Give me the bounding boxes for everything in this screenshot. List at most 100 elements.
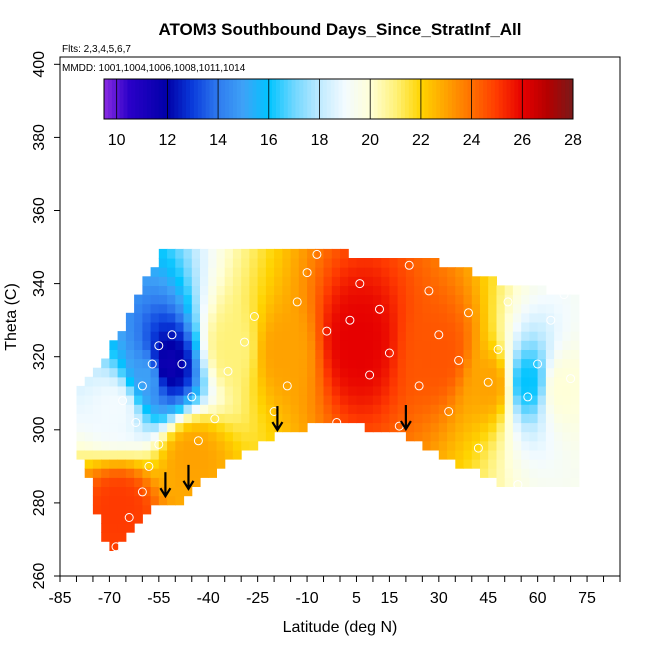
heatmap-cell: [125, 486, 135, 497]
heatmap-cell: [76, 431, 86, 442]
observation-point: [404, 260, 414, 270]
observation-point: [464, 308, 473, 318]
heatmap-cell: [397, 376, 407, 387]
heatmap-cell: [504, 285, 514, 296]
heatmap-cell: [142, 276, 152, 286]
heatmap-cell: [101, 495, 110, 506]
colorbar-segment: [361, 79, 367, 119]
heatmap-cell: [224, 340, 234, 350]
heatmap-cell: [405, 331, 415, 341]
heatmap-cell: [158, 385, 168, 396]
heatmap-cell: [512, 294, 522, 305]
heatmap-cell: [282, 349, 292, 360]
colorbar-segment: [518, 79, 523, 119]
heatmap-cell: [125, 440, 135, 451]
heatmap-cell: [142, 294, 152, 305]
heatmap-cell: [480, 294, 489, 305]
heatmap-cell: [92, 468, 102, 478]
flights-note: Flts: 2,3,4,5,6,7: [62, 44, 131, 55]
heatmap-cell: [340, 367, 349, 378]
heatmap-cell: [554, 431, 563, 442]
heatmap-cell: [381, 340, 390, 350]
heatmap-cell: [463, 395, 473, 405]
heatmap-cell: [496, 376, 506, 387]
heatmap-cell: [125, 340, 135, 350]
colorbar-segment: [350, 79, 355, 119]
heatmap-cell: [315, 276, 325, 286]
heatmap-cell: [529, 440, 539, 451]
heatmap-cell: [570, 468, 580, 478]
heatmap-cell: [512, 385, 522, 396]
heatmap-cell: [414, 413, 423, 424]
heatmap-cell: [109, 449, 119, 460]
heatmap-cell: [298, 331, 308, 341]
heatmap-cell: [545, 358, 555, 369]
heatmap-cell: [92, 459, 102, 469]
heatmap-cell: [340, 294, 349, 305]
heatmap-cell: [438, 395, 448, 405]
heatmap-cell: [158, 358, 168, 369]
heatmap-cell: [101, 385, 110, 396]
heatmap-cell: [521, 440, 530, 451]
heatmap-cell: [290, 276, 300, 286]
heatmap-cell: [183, 276, 193, 286]
heatmap-cell: [480, 431, 489, 442]
heatmap-cell: [480, 468, 489, 478]
heatmap-cell: [364, 376, 374, 387]
heatmap-cell: [142, 285, 152, 296]
heatmap-cell: [200, 349, 209, 360]
heatmap-cell: [224, 285, 234, 296]
colorbar-segment: [178, 79, 183, 119]
heatmap-cell: [265, 431, 275, 442]
heatmap-cell: [430, 322, 440, 332]
heatmap-cell: [463, 367, 473, 378]
heatmap-cell: [496, 404, 506, 414]
heatmap-cell: [183, 248, 193, 259]
heatmap-cell: [216, 413, 226, 424]
heatmap-cell: [134, 468, 143, 478]
heatmap-cell: [496, 340, 506, 350]
heatmap-cell: [438, 322, 448, 332]
heatmap-cell: [422, 312, 432, 323]
heatmap-cell: [232, 312, 242, 323]
heatmap-cell: [537, 303, 547, 314]
heatmap-cell: [298, 276, 308, 286]
heatmap-cell: [529, 376, 539, 387]
heatmap-cell: [331, 349, 341, 360]
colorbar-segment: [530, 79, 535, 119]
heatmap-cell: [282, 358, 292, 369]
heatmap-cell: [307, 358, 316, 369]
heatmap-cell: [521, 285, 530, 296]
heatmap-cell: [372, 285, 382, 296]
heatmap-cell: [315, 267, 325, 277]
heatmap-cell: [512, 459, 522, 469]
heatmap-cell: [125, 358, 135, 369]
heatmap-cell: [249, 276, 259, 286]
heatmap-cell: [471, 340, 481, 350]
heatmap-cell: [249, 431, 259, 442]
heatmap-cell: [125, 322, 135, 332]
heatmap-cell: [282, 303, 292, 314]
heatmap-cell: [529, 331, 539, 341]
heatmap-cell: [554, 477, 563, 487]
heatmap-cell: [323, 385, 333, 396]
heatmap-cell: [545, 340, 555, 350]
heatmap-cell: [463, 413, 473, 424]
heatmap-cell: [265, 422, 275, 433]
heatmap-cell: [496, 331, 506, 341]
heatmap-cell: [430, 413, 440, 424]
heatmap-cell: [92, 477, 102, 487]
heatmap-cell: [430, 294, 440, 305]
heatmap-cell: [471, 422, 481, 433]
heatmap-cell: [340, 248, 349, 259]
heatmap-cell: [200, 385, 209, 396]
heatmap-cell: [92, 413, 102, 424]
heatmap-cell: [167, 303, 176, 314]
heatmap-cell: [455, 303, 465, 314]
heatmap-cell: [545, 422, 555, 433]
heatmap-cell: [562, 431, 572, 442]
heatmap-cell: [480, 358, 489, 369]
colorbar-segment: [154, 79, 160, 119]
heatmap-cell: [438, 449, 448, 460]
heatmap-cell: [191, 303, 201, 314]
